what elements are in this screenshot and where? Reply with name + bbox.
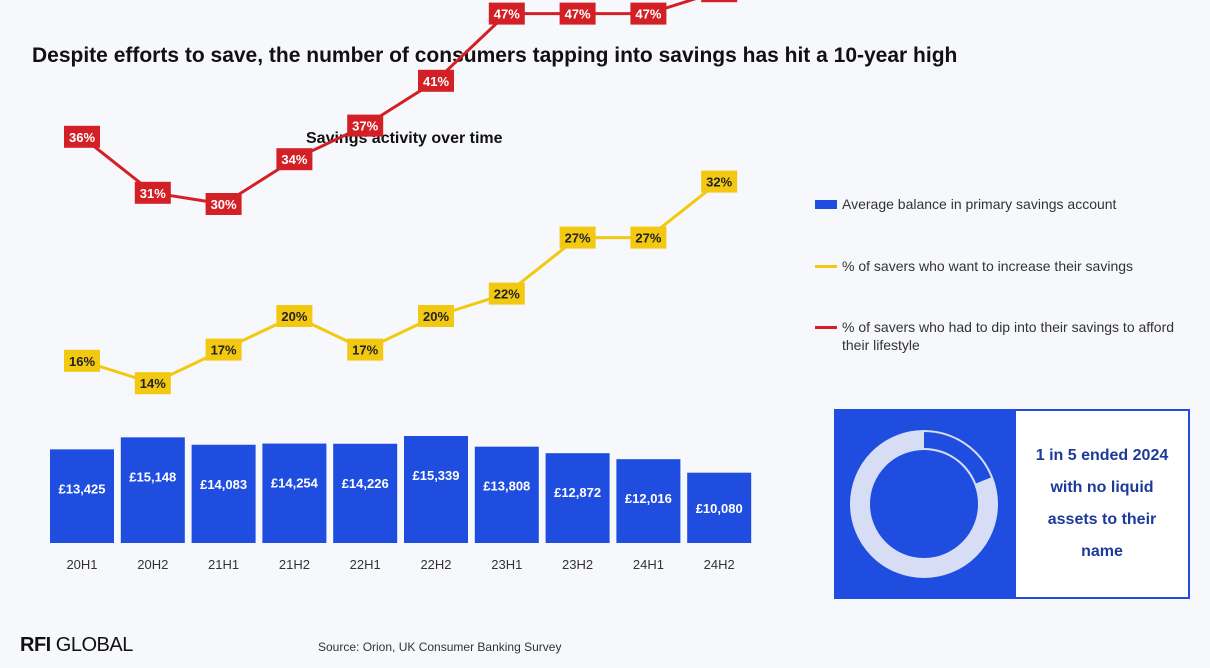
brand-logo: RFI GLOBAL bbox=[20, 634, 133, 657]
legend-swatch-balance bbox=[815, 200, 837, 209]
point-dip-24H2 bbox=[701, 0, 738, 3]
bar-21H1 bbox=[191, 444, 256, 543]
point-label-increase-20H1: 16% bbox=[69, 354, 95, 369]
bar-label-22H1: £14,226 bbox=[342, 476, 389, 491]
bar-label-20H2: £15,148 bbox=[129, 469, 176, 484]
x-tick-23H2: 23H2 bbox=[562, 557, 593, 572]
point-label-increase-21H1: 17% bbox=[211, 343, 237, 358]
point-increase-20H2 bbox=[134, 372, 171, 395]
point-increase-23H1 bbox=[488, 282, 525, 305]
legend-swatch-increase bbox=[815, 265, 837, 268]
brand-logo-bold: RFI bbox=[20, 634, 51, 656]
x-tick-21H1: 21H1 bbox=[208, 557, 239, 572]
point-label-dip-23H1: 47% bbox=[494, 7, 520, 22]
bar-label-22H2: £15,339 bbox=[413, 468, 460, 483]
point-label-increase-24H1: 27% bbox=[635, 231, 661, 246]
donut-value-label: 19% bbox=[896, 489, 952, 520]
bar-label-21H2: £14,254 bbox=[271, 476, 319, 491]
point-dip-23H1 bbox=[488, 2, 525, 25]
point-increase-20H1 bbox=[64, 349, 100, 372]
source-note: Source: Orion, UK Consumer Banking Surve… bbox=[318, 640, 562, 654]
point-label-increase-20H2: 14% bbox=[140, 376, 166, 391]
point-dip-21H2 bbox=[276, 148, 313, 171]
callout-text: 1 in 5 ended 2024 with no liquid assets … bbox=[1035, 447, 1169, 560]
point-increase-21H1 bbox=[205, 338, 242, 361]
point-increase-23H2 bbox=[559, 226, 596, 249]
bar-24H2 bbox=[687, 472, 752, 543]
bar-label-24H1: £12,016 bbox=[625, 491, 672, 506]
x-tick-21H2: 21H2 bbox=[279, 557, 310, 572]
legend-swatch-dip bbox=[815, 326, 837, 329]
x-tick-22H2: 22H2 bbox=[420, 557, 451, 572]
x-tick-23H1: 23H1 bbox=[491, 557, 522, 572]
bar-23H2 bbox=[545, 453, 610, 543]
bar-22H1 bbox=[333, 443, 398, 543]
bar-20H1 bbox=[50, 449, 114, 543]
donut-segment bbox=[852, 432, 996, 576]
point-label-increase-22H1: 17% bbox=[352, 343, 378, 358]
point-label-increase-24H2: 32% bbox=[706, 175, 732, 190]
bar-label-23H2: £12,872 bbox=[554, 485, 601, 500]
x-tick-20H1: 20H1 bbox=[66, 557, 97, 572]
bar-20H2 bbox=[120, 437, 185, 543]
point-increase-24H1 bbox=[630, 226, 667, 249]
point-label-increase-21H2: 20% bbox=[281, 309, 307, 324]
bar-label-24H2: £10,080 bbox=[696, 501, 743, 516]
point-dip-24H1 bbox=[630, 2, 667, 25]
point-increase-24H2 bbox=[701, 170, 738, 193]
callout-box: 19% 1 in 5 ended 2024 with no liquid ass… bbox=[834, 409, 1190, 599]
bar-label-20H1: £13,425 bbox=[59, 481, 106, 496]
point-dip-22H2 bbox=[418, 69, 454, 92]
point-label-dip-21H1: 30% bbox=[211, 197, 237, 212]
point-label-increase-23H2: 27% bbox=[565, 231, 591, 246]
x-tick-20H2: 20H2 bbox=[137, 557, 168, 572]
point-label-dip-22H1: 37% bbox=[352, 119, 378, 134]
bar-label-21H1: £14,083 bbox=[200, 477, 247, 492]
x-tick-24H2: 24H2 bbox=[704, 557, 735, 572]
x-tick-24H1: 24H1 bbox=[633, 557, 664, 572]
legend-label-balance: Average balance in primary savings accou… bbox=[842, 196, 1117, 212]
bar-label-23H1: £13,808 bbox=[483, 479, 530, 494]
point-dip-20H1 bbox=[64, 125, 100, 148]
point-label-dip-20H1: 36% bbox=[69, 130, 95, 145]
point-label-dip-24H1: 47% bbox=[635, 7, 661, 22]
point-label-dip-23H2: 47% bbox=[565, 7, 591, 22]
point-dip-22H1 bbox=[347, 114, 384, 137]
point-label-dip-20H2: 31% bbox=[140, 186, 166, 201]
legend-label-increase: % of savers who want to increase their s… bbox=[842, 258, 1134, 274]
line-increase bbox=[81, 180, 721, 385]
brand-logo-rest: GLOBAL bbox=[50, 634, 134, 656]
donut-panel: 19% bbox=[836, 411, 1016, 597]
legend-label-dip: % of savers who had to dip into their sa… bbox=[842, 319, 1175, 353]
point-increase-22H2 bbox=[418, 305, 454, 327]
point-label-dip-22H2: 41% bbox=[423, 74, 449, 89]
point-label-dip-21H2: 34% bbox=[281, 152, 307, 167]
point-dip-20H2 bbox=[134, 181, 171, 204]
point-label-increase-23H1: 22% bbox=[494, 287, 520, 302]
donut-chart: 19% bbox=[850, 430, 998, 578]
point-increase-21H2 bbox=[276, 305, 313, 327]
bar-22H2 bbox=[404, 436, 468, 543]
savings-chart: £13,425 £15,148 £14,083 £14,254 £14,226 £15,3… bbox=[50, 0, 752, 572]
x-tick-22H1: 22H1 bbox=[350, 557, 381, 572]
point-dip-21H1 bbox=[205, 193, 242, 215]
bar-24H1 bbox=[616, 459, 681, 543]
bar-21H2 bbox=[262, 443, 327, 543]
bar-23H1 bbox=[474, 446, 539, 543]
headline: Despite efforts to save, the number of c… bbox=[32, 44, 958, 67]
point-label-increase-22H2: 20% bbox=[423, 309, 449, 324]
line-dip bbox=[81, 0, 697, 206]
point-increase-22H1 bbox=[347, 338, 384, 361]
point-dip-23H2 bbox=[559, 2, 596, 25]
